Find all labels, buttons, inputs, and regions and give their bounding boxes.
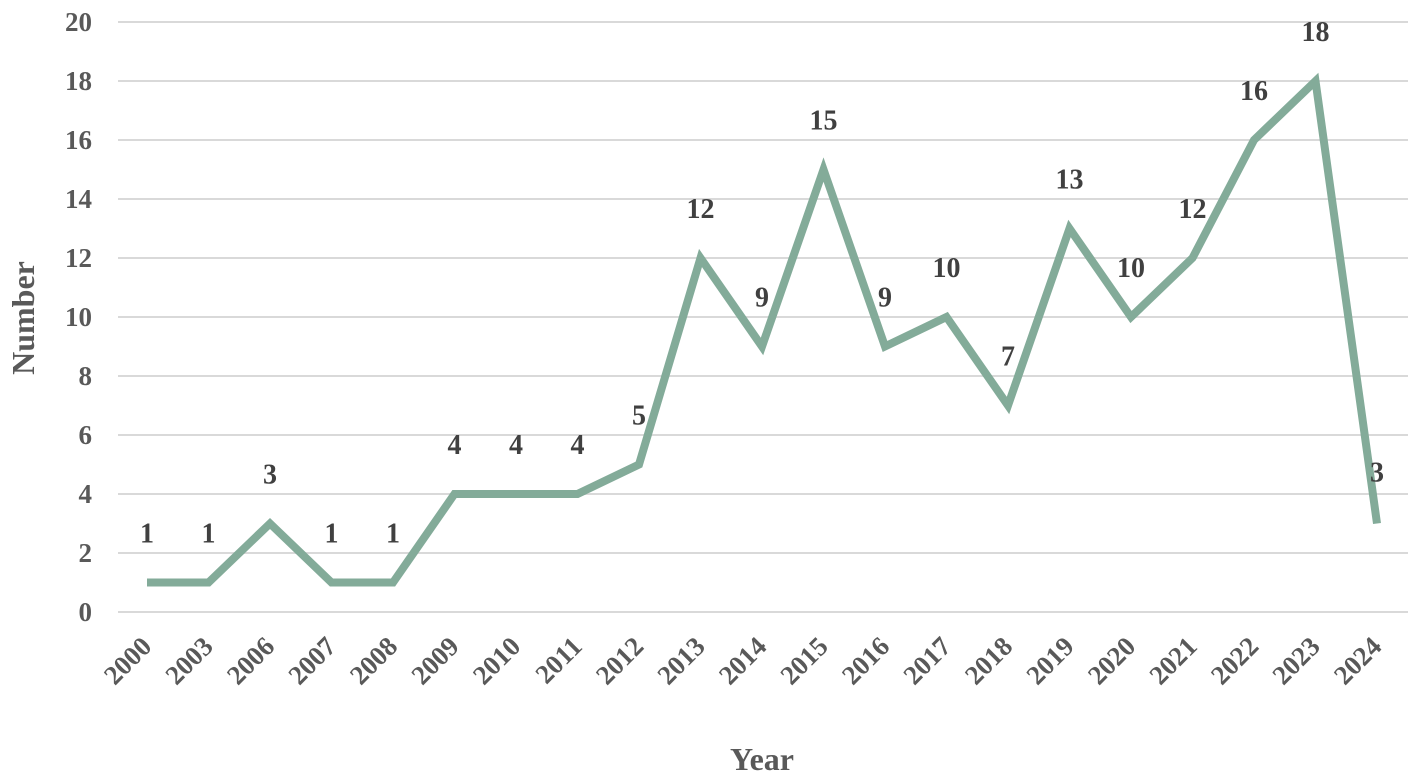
data-label: 9 bbox=[878, 283, 892, 314]
series-line bbox=[147, 72, 1381, 587]
x-axis-ticks: 2000 2003 2006 2007 2008 2009 2010 2011 2012 2013… bbox=[98, 631, 1387, 690]
data-label: 3 bbox=[263, 460, 277, 491]
x-tick-label: 2000 bbox=[98, 631, 157, 690]
x-tick-label: 2016 bbox=[836, 631, 895, 690]
gridlines bbox=[118, 21, 1408, 613]
data-label: 9 bbox=[755, 283, 769, 314]
data-label: 18 bbox=[1302, 17, 1330, 48]
data-label: 1 bbox=[386, 519, 400, 550]
x-tick-label: 2006 bbox=[221, 631, 280, 690]
x-tick-label: 2022 bbox=[1205, 631, 1264, 690]
x-tick-label: 2007 bbox=[282, 631, 341, 690]
x-tick-label: 2017 bbox=[897, 631, 956, 690]
data-label: 5 bbox=[632, 401, 646, 432]
data-label: 10 bbox=[1117, 253, 1145, 284]
x-axis-title: Year bbox=[730, 741, 794, 777]
x-tick-label: 2020 bbox=[1082, 631, 1141, 690]
x-tick-label: 2013 bbox=[651, 631, 710, 690]
data-label: 1 bbox=[325, 519, 339, 550]
y-tick-label: 8 bbox=[79, 361, 93, 391]
y-tick-label: 10 bbox=[65, 302, 92, 332]
x-tick-label: 2008 bbox=[344, 631, 403, 690]
x-tick-label: 2015 bbox=[774, 631, 833, 690]
data-label: 16 bbox=[1240, 76, 1268, 107]
data-label: 12 bbox=[1179, 194, 1207, 225]
y-tick-label: 20 bbox=[65, 7, 92, 37]
y-tick-label: 2 bbox=[79, 538, 93, 568]
y-tick-label: 12 bbox=[65, 243, 92, 273]
x-tick-label: 2009 bbox=[405, 631, 464, 690]
x-tick-label: 2021 bbox=[1143, 631, 1202, 690]
data-label: 7 bbox=[1001, 342, 1015, 373]
x-tick-label: 2024 bbox=[1328, 631, 1387, 690]
data-label: 10 bbox=[933, 253, 961, 284]
y-tick-label: 6 bbox=[79, 420, 93, 450]
y-tick-label: 14 bbox=[65, 184, 92, 214]
y-axis-ticks: 0 2 4 6 8 10 12 14 16 18 20 bbox=[65, 7, 92, 627]
data-label: 15 bbox=[810, 106, 838, 137]
data-label: 1 bbox=[202, 519, 216, 550]
y-tick-label: 4 bbox=[79, 479, 93, 509]
y-tick-label: 0 bbox=[79, 597, 93, 627]
x-tick-label: 2011 bbox=[529, 631, 587, 689]
y-tick-label: 16 bbox=[65, 125, 92, 155]
data-label: 4 bbox=[509, 430, 523, 461]
x-tick-label: 2018 bbox=[959, 631, 1018, 690]
data-label: 3 bbox=[1370, 458, 1384, 489]
x-tick-label: 2014 bbox=[713, 631, 772, 690]
data-label: 12 bbox=[687, 194, 715, 225]
data-label: 13 bbox=[1056, 165, 1084, 196]
y-axis-title: Number bbox=[5, 261, 41, 375]
data-label: 4 bbox=[448, 430, 462, 461]
x-tick-label: 2019 bbox=[1020, 631, 1079, 690]
data-label: 1 bbox=[140, 519, 154, 550]
x-tick-label: 2010 bbox=[467, 631, 526, 690]
x-tick-label: 2023 bbox=[1266, 631, 1325, 690]
y-tick-label: 18 bbox=[65, 66, 92, 96]
x-tick-label: 2012 bbox=[590, 631, 649, 690]
x-tick-label: 2003 bbox=[159, 631, 218, 690]
series-layer bbox=[147, 72, 1381, 587]
data-label: 4 bbox=[571, 430, 585, 461]
